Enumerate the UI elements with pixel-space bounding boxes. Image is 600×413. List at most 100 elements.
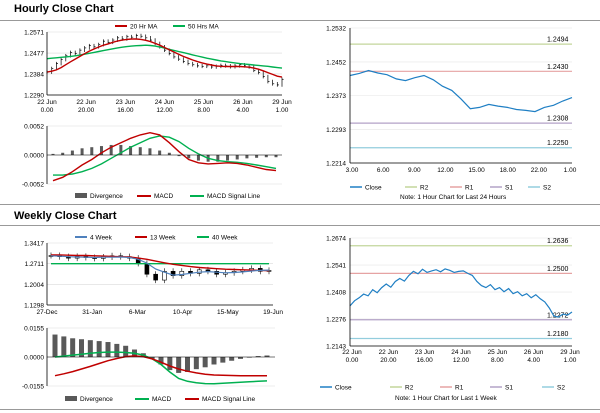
legend-macd: MACD <box>154 193 173 200</box>
divergence-bar <box>158 150 162 155</box>
y-tick-label: 1.2452 <box>326 59 346 66</box>
legend-r2: R2 <box>420 185 429 192</box>
legend-s1: S1 <box>505 185 513 192</box>
divergence-bar <box>119 144 123 155</box>
weekly-macd-chart: 0.0155 0.0000 -0.0155 Divergence MACD MACD… <box>22 326 275 403</box>
y-tick-label: 0.0052 <box>24 124 44 131</box>
divergence-bar <box>176 357 182 373</box>
legend-macd-signal-weekly: MACD Signal Line <box>202 396 255 403</box>
divergence-bar <box>264 155 268 158</box>
x-tick-time: 1.00 <box>276 107 289 114</box>
level-label-r1: 1.2500 <box>547 266 569 273</box>
candle-body <box>179 270 185 276</box>
y-tick-label: 0.0155 <box>24 326 44 333</box>
x-tick-time: 16.00 <box>117 107 134 114</box>
x-tick-label: 15.00 <box>468 167 485 174</box>
divergence-bar <box>229 357 235 361</box>
x-tick-time: 12.00 <box>156 107 173 114</box>
divergence-bar <box>61 336 67 357</box>
x-tick-time: 16.00 <box>417 357 434 364</box>
x-tick-time: 8.00 <box>491 357 504 364</box>
divergence-bar <box>246 357 252 358</box>
x-tick-label: 6-Mar <box>129 309 147 316</box>
divergence-bar <box>185 357 190 372</box>
y-tick-label: 1.2477 <box>24 51 44 58</box>
hourly-close-chart: 1.2494 1.2430 1.2308 1.2250 1.2532 1.2452 1.2… <box>326 26 577 202</box>
x-tick-time: 20.00 <box>380 357 397 364</box>
divergence-bar <box>255 155 259 158</box>
y-tick-label: 1.2293 <box>326 127 346 134</box>
y-tick-label: 1.2004 <box>24 282 44 289</box>
divergence-bar <box>61 152 65 155</box>
hourly-close-note: Note: 1 Hour Chart for Last 24 Hours <box>400 194 507 201</box>
x-tick-date: 26 Jun <box>524 349 544 356</box>
level-label-r2: 1.2636 <box>547 238 569 245</box>
x-tick-time: 0.00 <box>41 107 54 114</box>
divergence-bar <box>90 147 94 155</box>
x-tick-date: 22 Jun <box>37 99 57 106</box>
legend-20hr-ma: 20 Hr MA <box>130 24 158 31</box>
divergence-bar <box>70 338 76 357</box>
divergence-bar <box>87 340 93 357</box>
legend-macd-weekly: MACD <box>152 396 171 403</box>
ma4-line <box>50 255 270 276</box>
y-tick-label: 0.0000 <box>24 355 44 362</box>
divergence-bar <box>148 148 152 155</box>
divergence-bar <box>52 334 58 357</box>
divergence-bar <box>216 155 220 162</box>
weekly-price-legend: 4 Week 13 Week 40 Week <box>75 235 238 242</box>
x-tick-label: 19-Jun <box>263 309 283 316</box>
legend-4-week: 4 Week <box>90 235 113 242</box>
level-label-s1: 1.2308 <box>547 116 569 123</box>
y-tick-label: -0.0052 <box>22 182 44 189</box>
weekly-close-note: Note: 1 Hour Chart for Last 1 Week <box>395 395 498 402</box>
ma13-line <box>51 254 270 272</box>
weekly-macd-legend: Divergence MACD MACD Signal Line <box>65 396 255 403</box>
divergence-bar <box>274 155 278 158</box>
divergence-bar <box>211 357 217 365</box>
divergence-bar <box>167 152 171 155</box>
ma50-line <box>46 44 283 69</box>
y-tick-label: 1.2408 <box>326 290 346 297</box>
x-tick-time: 12.00 <box>453 357 470 364</box>
hourly-close-legend: Close R2 R1 S1 S2 Note: 1 Hour Chart for… <box>350 185 551 201</box>
divergence-bar <box>114 343 120 357</box>
close-line <box>349 69 573 113</box>
legend-r1-weekly: R1 <box>455 385 464 392</box>
divergence-bar <box>138 147 142 155</box>
divergence-bar <box>51 153 55 155</box>
x-tick-time: 20.00 <box>78 107 95 114</box>
macd-signal-line <box>53 135 277 176</box>
y-tick-label: -0.0155 <box>22 384 44 391</box>
macd-signal-line <box>54 351 268 385</box>
x-tick-date: 25 Jun <box>194 99 214 106</box>
x-tick-date: 22 Jun <box>379 349 399 356</box>
divergence-bar <box>105 342 111 357</box>
legend-swatch-divergence-weekly <box>65 396 77 401</box>
x-tick-date: 25 Jun <box>488 349 508 356</box>
divergence-bar <box>196 155 200 161</box>
weekly-section-title: Weekly Close Chart <box>14 210 117 222</box>
divergence-bar <box>99 146 103 155</box>
x-tick-label: 9.00 <box>408 167 421 174</box>
legend-r1: R1 <box>465 185 474 192</box>
divergence-bar <box>109 144 113 155</box>
x-tick-date: 24 Jun <box>155 99 175 106</box>
hourly-section-title: Hourly Close Chart <box>14 3 114 15</box>
x-tick-date: 29 Jun <box>560 349 580 356</box>
divergence-bar <box>187 155 191 159</box>
divergence-bar <box>202 357 208 368</box>
divergence-bar <box>226 155 230 161</box>
legend-r2-weekly: R2 <box>405 385 414 392</box>
y-tick-label: 1.2290 <box>24 93 44 100</box>
divergence-bar <box>70 150 74 155</box>
x-tick-date: 22 Jun <box>76 99 96 106</box>
x-tick-date: 24 Jun <box>451 349 471 356</box>
x-tick-date: 23 Jun <box>415 349 435 356</box>
weekly-title-rule <box>0 225 600 226</box>
y-tick-label: 1.2384 <box>24 71 44 78</box>
y-tick-label: 1.1298 <box>24 303 44 310</box>
divergence-bar <box>235 155 239 160</box>
divergence-bar <box>167 357 173 371</box>
